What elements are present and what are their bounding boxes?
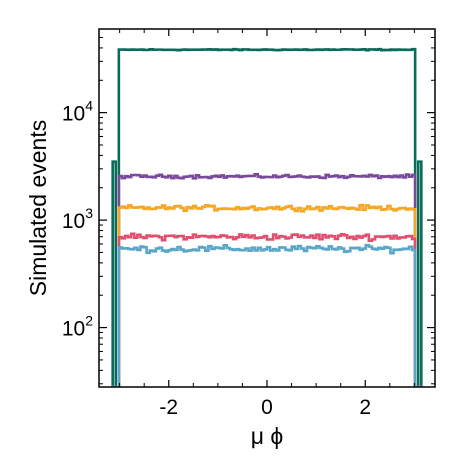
ticks-layer: -2 0 2 102 103 104 <box>62 28 435 419</box>
series-1-line <box>111 47 423 387</box>
series-5-line <box>111 243 423 387</box>
y-tick-label: 103 <box>62 205 93 233</box>
x-axis-label: μ ϕ <box>251 423 284 449</box>
y-axis-label: Simulated events <box>25 120 51 296</box>
y-tick-label: 104 <box>62 98 93 126</box>
y-tick-label: 102 <box>62 313 93 341</box>
x-tick-label: -2 <box>159 396 178 419</box>
series-layer <box>111 47 423 387</box>
x-tick-label: 2 <box>359 396 371 419</box>
series-4-line <box>111 232 423 387</box>
series-3-line <box>111 203 423 387</box>
series-2-line <box>111 173 423 387</box>
x-tick-label: 0 <box>261 396 273 419</box>
